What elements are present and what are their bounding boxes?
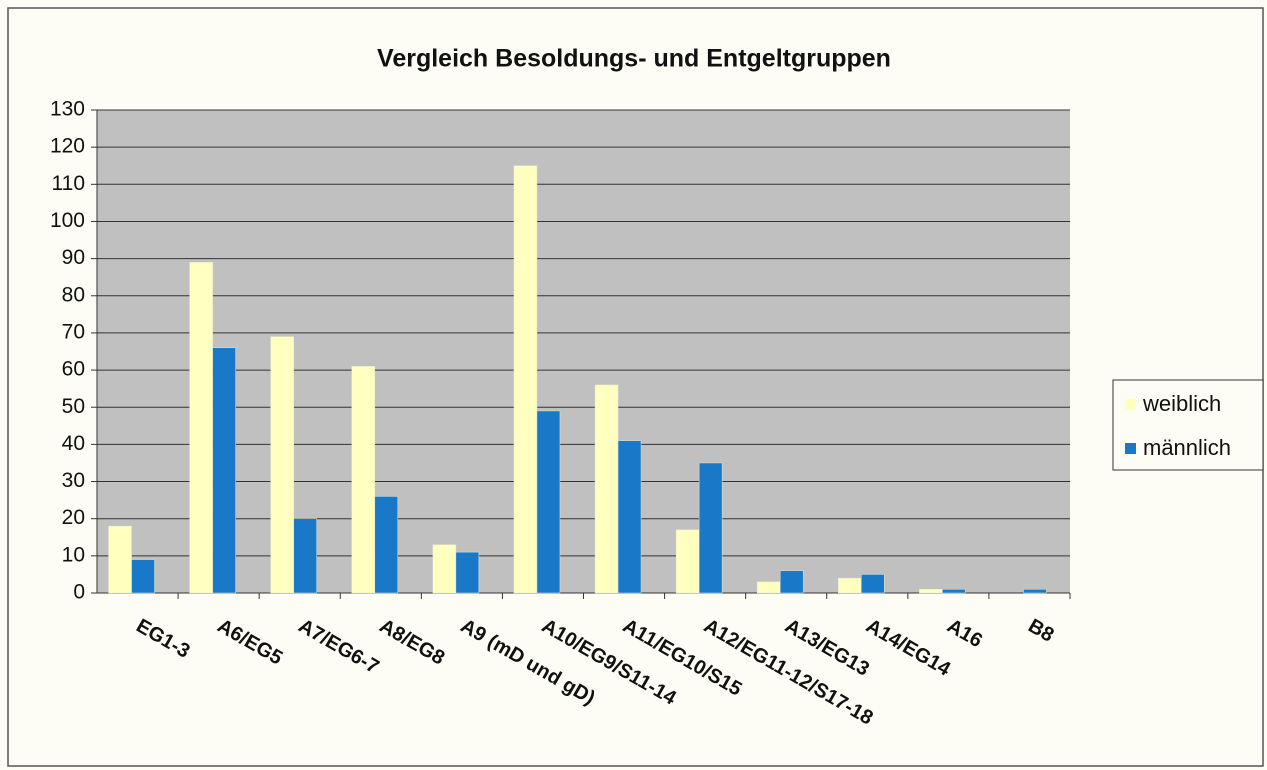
legend-swatch <box>1125 443 1136 454</box>
y-tick-label: 80 <box>62 283 85 306</box>
y-tick-label: 90 <box>62 246 85 269</box>
bar <box>455 551 480 594</box>
y-tick-label: 20 <box>62 506 85 529</box>
plot-area <box>97 110 1070 593</box>
y-tick-label: 100 <box>50 209 85 232</box>
bar <box>374 496 399 594</box>
y-tick-label: 60 <box>62 358 85 381</box>
bar <box>351 366 376 594</box>
bar <box>108 525 132 594</box>
y-tick-label: 0 <box>73 581 85 604</box>
chart-title: Vergleich Besoldungs- und Entgeltgruppen <box>377 45 891 73</box>
legend-label: weiblich <box>1142 391 1221 416</box>
y-tick-label: 10 <box>62 543 85 566</box>
bar <box>212 347 236 594</box>
bar <box>861 574 885 594</box>
bar <box>594 384 619 594</box>
y-tick-label: 30 <box>62 469 85 492</box>
legend <box>1112 379 1264 471</box>
y-tick-label: 40 <box>62 432 85 455</box>
bar <box>189 262 213 594</box>
bar <box>942 589 966 594</box>
bar <box>919 589 943 594</box>
bar <box>131 559 155 594</box>
bar <box>675 529 700 594</box>
bar <box>536 410 561 594</box>
bar <box>779 570 804 594</box>
y-tick-label: 130 <box>50 98 85 121</box>
bar <box>432 544 457 594</box>
bar <box>617 440 642 594</box>
bar <box>513 165 538 594</box>
legend-label: männlich <box>1143 435 1231 460</box>
bar <box>756 581 781 594</box>
y-tick-label: 50 <box>62 395 85 418</box>
y-tick-label: 70 <box>62 320 85 343</box>
bar <box>838 577 862 594</box>
y-tick-label: 110 <box>52 172 85 195</box>
bar <box>293 518 317 594</box>
bar <box>698 462 723 594</box>
y-tick-label: 120 <box>50 135 85 158</box>
bar <box>270 336 294 594</box>
bar <box>1023 589 1047 594</box>
legend-swatch <box>1125 399 1136 410</box>
